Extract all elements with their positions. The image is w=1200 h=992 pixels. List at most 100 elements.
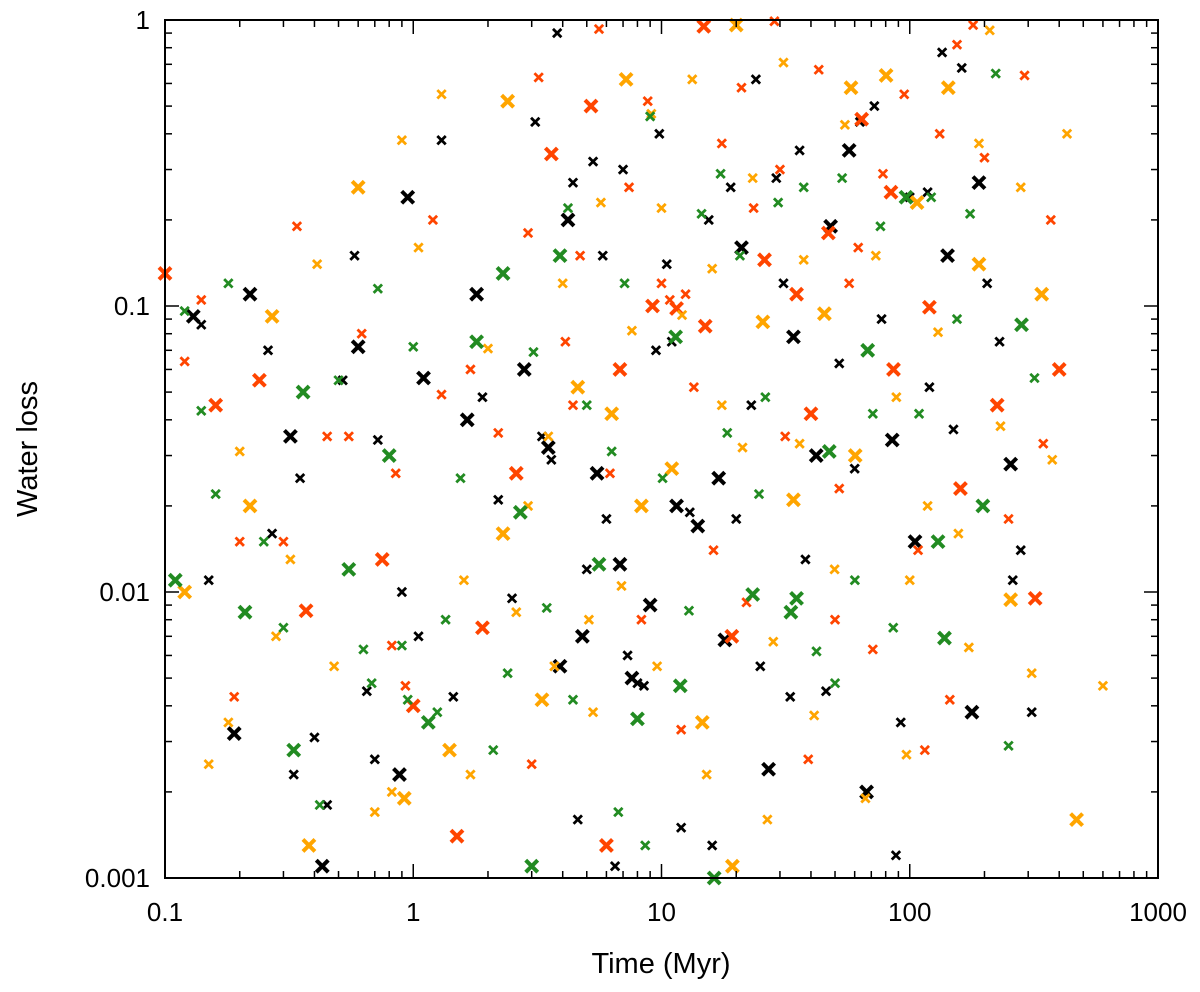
data-point [619,278,630,289]
data-point [285,554,296,565]
data-point [633,498,649,514]
data-point [661,259,672,270]
data-point [440,614,451,625]
data-point [264,308,280,324]
data-point [878,68,894,83]
data-point [697,318,713,334]
data-point [1047,454,1058,465]
data-point [694,714,710,730]
data-point [964,208,976,220]
data-point [622,650,633,661]
data-point [381,448,397,463]
data-point [854,111,870,127]
data-point [321,431,333,442]
data-point [436,134,447,146]
data-point [820,225,836,241]
data-point [567,399,579,411]
data-point [210,488,221,500]
data-point [736,82,747,93]
data-point [951,313,963,325]
data-point [1003,740,1014,751]
data-point [750,74,762,85]
axis-ticks [164,19,1159,879]
data-point [294,472,306,484]
data-point [860,793,871,804]
data-point [203,758,214,770]
data-point [772,197,784,208]
data-point [502,668,513,679]
data-point [314,858,330,874]
data-point [724,858,740,874]
data-point [901,749,912,760]
data-point [552,248,568,264]
x-tick-label: 10 [647,897,676,927]
data-point [557,278,568,289]
data-point [1061,128,1073,140]
data-point [358,644,369,655]
data-point [543,146,559,162]
data-point [747,172,758,184]
data-point [973,138,985,149]
data-point [1014,317,1029,333]
data-point [899,89,910,100]
data-point [888,622,899,633]
data-point [1026,668,1037,679]
data-point [512,504,528,520]
data-point [898,189,914,205]
data-point [587,706,599,718]
data-point [921,299,937,315]
data-point [877,168,889,179]
data-point [314,799,325,811]
data-point [270,631,282,642]
data-point [762,814,773,825]
data-point [841,142,857,158]
data-point [167,572,183,588]
data-point [1045,214,1056,226]
data-point [904,574,915,586]
data-point [884,432,900,448]
data-point [669,498,684,514]
data-point [567,694,579,705]
data-point [644,111,656,122]
data-point [179,305,190,317]
data-point [690,518,706,534]
data-point [656,278,667,289]
data-point [372,434,384,446]
data-point [786,492,801,508]
data-point [511,606,522,618]
data-point [803,406,819,422]
data-point [706,840,718,851]
data-point [737,442,748,453]
data-point [1015,182,1026,193]
data-point [963,642,975,653]
data-point [651,661,663,672]
data-point [883,184,899,200]
data-point [477,391,488,403]
data-point [567,177,579,188]
data-point [940,80,956,96]
data-point [278,622,289,633]
data-point [820,685,832,697]
data-point [948,424,959,435]
data-point [847,448,863,463]
data-point [237,604,253,620]
data-point [853,242,864,253]
x-axis-label: Time (Myr) [591,948,730,980]
data-point [798,182,809,193]
data-point [656,202,667,214]
data-point [975,498,991,514]
data-point [774,164,786,175]
data-point [849,463,860,474]
data-point [361,685,372,697]
data-point [869,100,880,112]
data-point [1038,438,1049,449]
data-point [876,313,887,325]
data-point [753,488,765,500]
data-point [745,587,761,602]
data-point [932,326,944,338]
data-point [400,189,416,205]
y-tick-label: 0.001 [85,863,150,893]
data-point [506,593,518,604]
data-point [1027,590,1043,606]
data-point [266,528,278,539]
